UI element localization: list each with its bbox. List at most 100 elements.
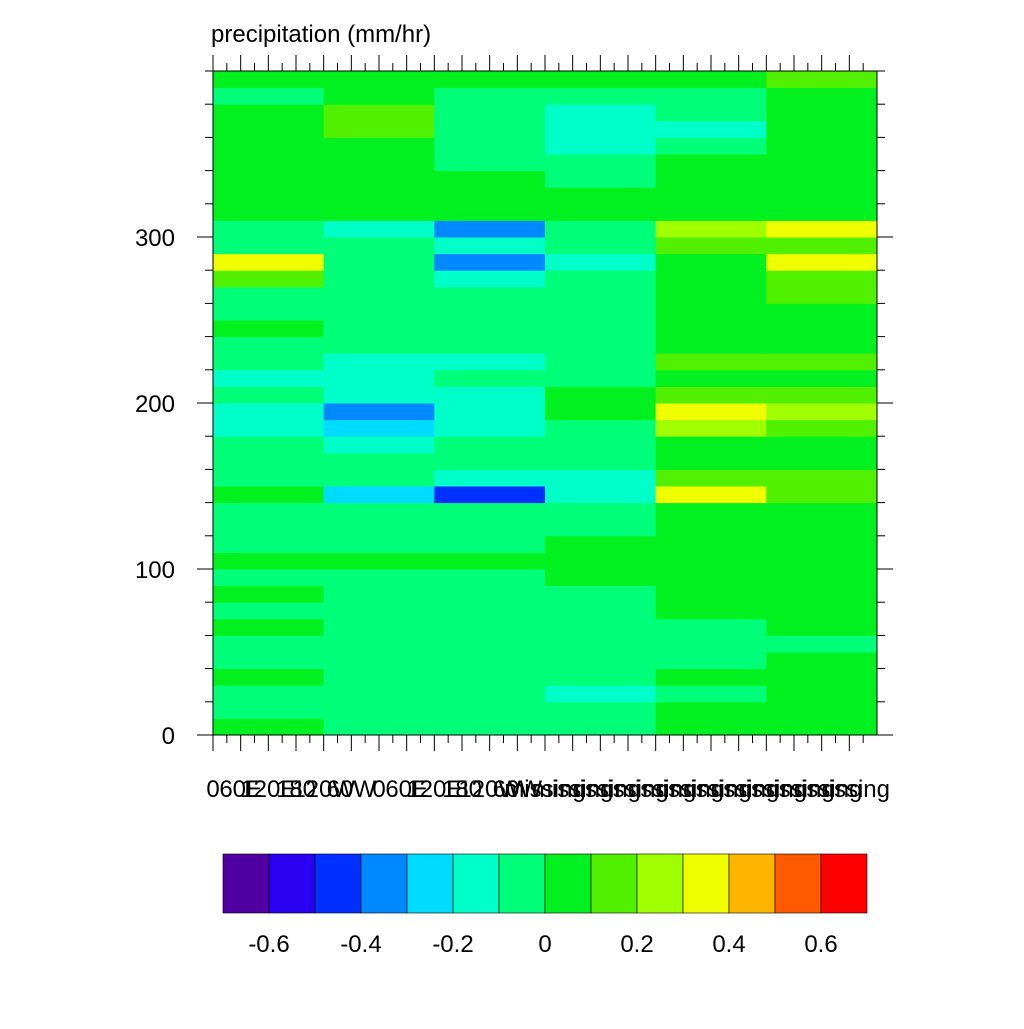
contour-cell [655, 552, 767, 570]
contour-cell [545, 436, 657, 454]
contour-cell [213, 203, 325, 221]
contour-cell [545, 187, 657, 205]
contour-cell [213, 452, 325, 470]
contour-cell [545, 452, 657, 470]
x-tick-label: 0 [372, 776, 385, 803]
contour-cell [434, 502, 546, 520]
contour-cell [545, 237, 657, 255]
contour-cell [766, 635, 878, 653]
contour-cell [655, 602, 767, 620]
contour-cell [434, 270, 546, 288]
contour-cell [766, 452, 878, 470]
contour-cell [434, 635, 546, 653]
contour-cell [213, 519, 325, 537]
contour-cell [434, 87, 546, 105]
contour-cell [655, 154, 767, 172]
contour-cell [545, 104, 657, 122]
contour-cell [323, 502, 435, 520]
contour-cell [323, 154, 435, 172]
contour-cell [655, 386, 767, 404]
contour-cell [766, 419, 878, 437]
contour-cell [434, 104, 546, 122]
contour-cell [655, 403, 767, 421]
contour-cell [323, 602, 435, 620]
contour-cell [766, 71, 878, 89]
contour-cell [434, 71, 546, 89]
x-tick-label: missing [587, 776, 668, 803]
contour-cell [323, 403, 435, 421]
contour-cell [323, 104, 435, 122]
colorbar-box [590, 853, 638, 914]
contour-cell [434, 403, 546, 421]
contour-cell [213, 120, 325, 138]
contour-cell [434, 452, 546, 470]
contour-cell [545, 286, 657, 304]
colorbar-label: -0.6 [248, 931, 289, 958]
y-tick-label: 0 [162, 723, 175, 750]
contour-cell [766, 170, 878, 188]
contour-cell [655, 419, 767, 437]
contour-cell [213, 170, 325, 188]
contour-cell [766, 585, 878, 603]
contour-cell [655, 104, 767, 122]
contour-cell [434, 552, 546, 570]
contour-cell [434, 569, 546, 587]
contour-cell [545, 569, 657, 587]
contour-cell [655, 203, 767, 221]
contour-cell [213, 668, 325, 686]
contour-cell [323, 253, 435, 271]
contour-cell [766, 303, 878, 321]
contour-cell [323, 203, 435, 221]
contour-cell [545, 652, 657, 670]
x-tick-label: missing [670, 776, 751, 803]
contour-cell [434, 220, 546, 238]
contour-cell [213, 104, 325, 122]
contour-cell [766, 618, 878, 636]
contour-cell [213, 469, 325, 487]
colorbar-box [452, 853, 500, 914]
contour-cell [434, 286, 546, 304]
contour-cell [766, 237, 878, 255]
contour-cell [545, 618, 657, 636]
contour-cell [655, 618, 767, 636]
contour-cell [766, 270, 878, 288]
contour-cell [545, 552, 657, 570]
contour-cell [213, 154, 325, 172]
contour-cell [655, 71, 767, 89]
contour-cell [323, 187, 435, 205]
contour-cell [213, 369, 325, 387]
contour-cell [655, 469, 767, 487]
contour-cell [655, 452, 767, 470]
x-tick-label: missing [615, 776, 696, 803]
x-tick-label: missing [781, 776, 862, 803]
contour-cell [323, 303, 435, 321]
contour-cell [655, 436, 767, 454]
contour-cell [655, 137, 767, 155]
contour-cell [323, 237, 435, 255]
contour-cell [545, 535, 657, 553]
contour-cell [766, 436, 878, 454]
contour-cell [323, 519, 435, 537]
colorbar-box [268, 853, 316, 914]
contour-cell [655, 120, 767, 138]
x-tick-label: 120W [292, 776, 355, 803]
contour-cell [434, 353, 546, 371]
contour-cell [766, 104, 878, 122]
contour-cell [434, 336, 546, 354]
contour-cell [655, 535, 767, 553]
contour-cell [434, 203, 546, 221]
contour-cell [545, 403, 657, 421]
contour-cell [434, 237, 546, 255]
y-tick-label: 100 [135, 557, 175, 584]
colorbar-label: 0.2 [620, 931, 653, 958]
x-tick-label: missing [643, 776, 724, 803]
contour-cell [766, 652, 878, 670]
contour-cell [545, 120, 657, 138]
contour-cell [323, 685, 435, 703]
contour-cell [545, 71, 657, 89]
colorbar-box [314, 853, 362, 914]
contour-cell [655, 486, 767, 504]
contour-cell [434, 668, 546, 686]
contour-cell [655, 253, 767, 271]
